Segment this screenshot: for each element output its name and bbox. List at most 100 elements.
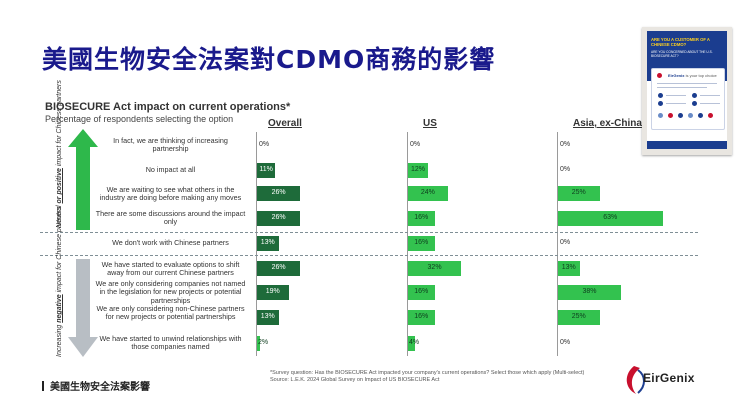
value-label: 63% [603,214,618,221]
poster-text-line [700,103,720,104]
value-label: 26% [271,264,286,271]
bar-asia-ex-china-row-8 [558,309,600,325]
value-label: 19% [265,288,280,295]
poster-bullet-icon [658,93,663,98]
axis-line-overall [256,132,257,356]
logo-text: EirGenix [643,371,695,385]
value-label: 16% [414,214,429,221]
row-label: We are waiting to see what others in the… [99,185,242,203]
bar-asia-ex-china-row-7 [558,284,622,300]
value-label: 24% [420,189,435,196]
value-label: 26% [271,189,286,196]
row-label: In fact, we are thinking of increasing p… [113,136,228,154]
value-label: 32% [427,264,442,271]
poster-bullet-icon [692,93,697,98]
footer-tick-icon [42,381,44,391]
bar-us-row-9 [408,335,415,351]
column-header-asia: Asia, ex-China [573,118,642,129]
value-label: 0% [560,141,571,148]
value-label: 13% [260,313,275,320]
footer-section-label: 美國生物安全法案影響 [42,378,150,393]
bar-us-row-3 [408,185,448,201]
bar-us-row-4 [408,210,435,226]
poster-logo-icon [657,73,662,78]
poster-text-line [657,87,707,88]
poster-badge-icon [668,113,673,118]
value-label: 11% [259,166,273,173]
poster-bullet-icon [692,101,697,106]
poster-footer-strip [647,141,727,149]
group-divider-top [40,232,698,233]
column-header-overall: Overall [268,118,302,129]
poster-bullet-icon [658,101,663,106]
bar-overall-row-9 [257,335,261,351]
negative-arrow-icon [68,259,98,357]
poster-badge-icon [658,113,663,118]
value-label: 0% [560,166,571,173]
row-label: We have started to evaluate options to s… [101,260,240,278]
bar-overall-row-3 [257,185,301,201]
bar-us-row-6 [408,260,462,276]
bar-us-row-8 [408,309,435,325]
poster-text-line [666,103,686,104]
bar-us-row-2 [408,162,428,178]
axis-line-asia [557,132,558,356]
poster-badge-icon [688,113,693,118]
bar-overall-row-7 [257,284,289,300]
poster-text-line [657,83,717,84]
row-label: We are only considering companies not na… [95,279,246,305]
bar-overall-row-2 [257,162,276,178]
row-label: We don't work with Chinese partners [112,238,229,247]
value-label: 16% [414,239,429,246]
value-label: 16% [414,288,429,295]
bar-asia-ex-china-row-4 [558,210,663,226]
value-label: 12% [410,166,425,173]
value-label: 0% [560,239,571,246]
footnote-question: *Survey question: Has the BIOSECURE Act … [270,370,585,376]
row-label: No impact at all [145,165,196,174]
poster-badge-icon [678,113,683,118]
value-label: 0% [259,141,270,148]
footnote-source: Source: L.E.K. 2024 Global Survey on Imp… [270,377,440,383]
value-label: 25% [571,189,586,196]
group-label-negative: Increasing negative impact for Chinese p… [56,206,63,357]
poster-badge-icon [698,113,703,118]
chart-subtitle: Percentage of respondents selecting the … [45,114,234,124]
eirgenix-logo-icon [626,366,645,394]
row-label: There are some discussions around the im… [95,209,246,227]
footer-text: 美國生物安全法案影響 [50,382,150,393]
group-divider-bottom [40,255,698,256]
axis-line-us [407,132,408,356]
poster-text-line [700,95,720,96]
value-label: 16% [414,313,429,320]
value-label: 26% [271,214,286,221]
bar-overall-row-5 [257,235,279,251]
poster-headline: ARE YOU A CUSTOMER OF A CHINESE CDMO? [651,37,710,47]
bar-overall-row-4 [257,210,301,226]
value-label: 13% [260,239,275,246]
row-label: We are only considering non-Chinese part… [96,304,245,322]
poster-brand: EirGenix is your top choice [668,73,717,78]
value-label: 0% [560,339,571,346]
chart-title: BIOSECURE Act impact on current operatio… [45,101,291,113]
poster-subline: ARE YOU CONCERNED ABOUT THE U.S. BIOSECU… [651,50,713,58]
column-header-us: US [423,118,437,129]
poster-page: ARE YOU A CUSTOMER OF A CHINESE CDMO? AR… [647,31,727,149]
value-label: 38% [582,288,597,295]
bar-overall-row-8 [257,309,279,325]
bar-overall-row-6 [257,260,301,276]
bar-us-row-7 [408,284,435,300]
positive-arrow-icon [68,129,98,230]
value-label: 25% [571,313,586,320]
slide-title: 美國生物安全法案對CDMO商務的影響 [42,45,496,74]
poster-card: EirGenix is your top choice [651,68,725,130]
value-label: 4% [409,339,420,346]
bar-us-row-5 [408,235,435,251]
bar-asia-ex-china-row-3 [558,185,600,201]
value-label: 0% [410,141,421,148]
value-label: 13% [561,264,576,271]
bar-asia-ex-china-row-6 [558,260,580,276]
footnote: *Survey question: Has the BIOSECURE Act … [270,370,584,384]
poster-text-line [666,95,686,96]
